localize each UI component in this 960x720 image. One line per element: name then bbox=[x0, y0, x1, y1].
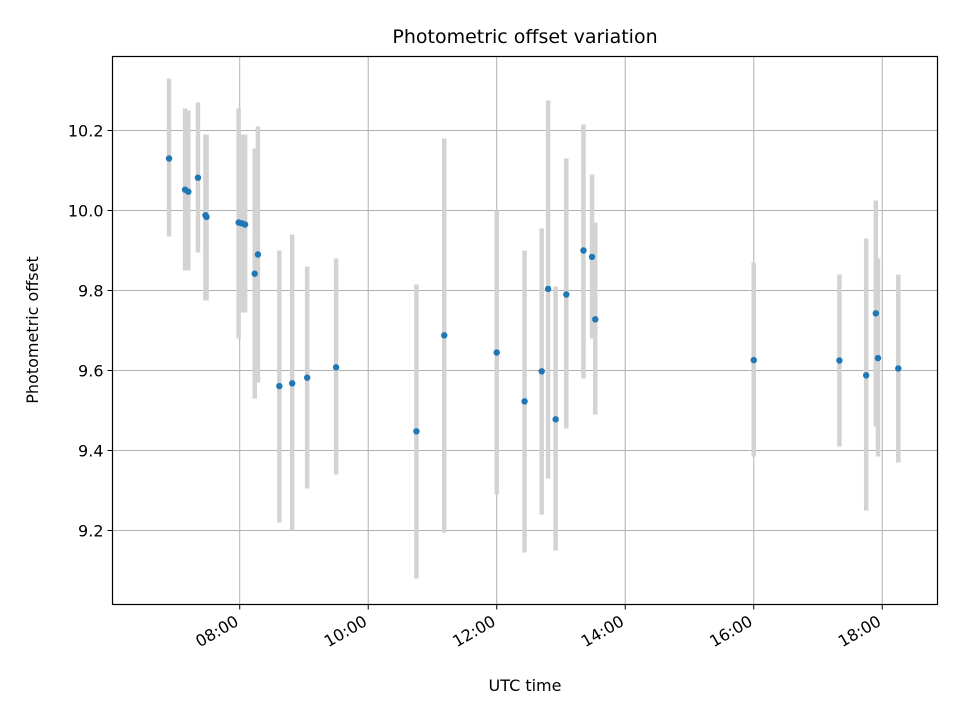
data-point bbox=[895, 365, 902, 372]
data-point bbox=[493, 349, 500, 356]
data-point bbox=[254, 251, 262, 258]
data-point bbox=[441, 332, 448, 339]
data-point bbox=[836, 357, 843, 364]
data-point bbox=[332, 364, 340, 371]
plot-frame bbox=[111, 55, 939, 606]
data-point bbox=[203, 213, 210, 221]
data-point bbox=[538, 368, 545, 375]
data-point bbox=[413, 428, 420, 435]
data-point bbox=[194, 174, 202, 181]
data-point bbox=[874, 354, 882, 362]
y-tick-label: 9.4 bbox=[78, 442, 103, 461]
data-point bbox=[750, 356, 757, 364]
y-tick-label: 9.8 bbox=[78, 282, 103, 301]
data-point bbox=[241, 221, 249, 228]
data-point bbox=[165, 155, 173, 162]
y-axis-title: Photometric offset bbox=[23, 256, 42, 404]
data-point bbox=[872, 310, 880, 317]
data-point bbox=[580, 247, 587, 254]
data-point bbox=[544, 285, 552, 293]
data-point bbox=[276, 382, 283, 390]
data-point bbox=[862, 372, 870, 379]
chart-title: Photometric offset variation bbox=[392, 26, 657, 48]
data-point bbox=[552, 416, 559, 423]
data-point bbox=[563, 291, 570, 298]
data-point bbox=[303, 374, 311, 381]
data-point bbox=[288, 380, 296, 387]
data-point bbox=[588, 253, 596, 261]
y-tick-label: 9.2 bbox=[78, 522, 103, 541]
data-point bbox=[521, 398, 528, 405]
data-point bbox=[251, 270, 258, 277]
x-axis-title: UTC time bbox=[489, 676, 562, 695]
y-tick-label: 10.2 bbox=[68, 122, 104, 141]
data-point bbox=[185, 188, 192, 195]
y-axis: 9.2 9.4 9.6 9.8 10.0 10.2 bbox=[68, 122, 113, 541]
data-points bbox=[165, 155, 902, 435]
y-tick-label: 9.6 bbox=[78, 362, 103, 381]
data-point bbox=[592, 316, 599, 323]
y-tick-label: 10.0 bbox=[68, 202, 104, 221]
